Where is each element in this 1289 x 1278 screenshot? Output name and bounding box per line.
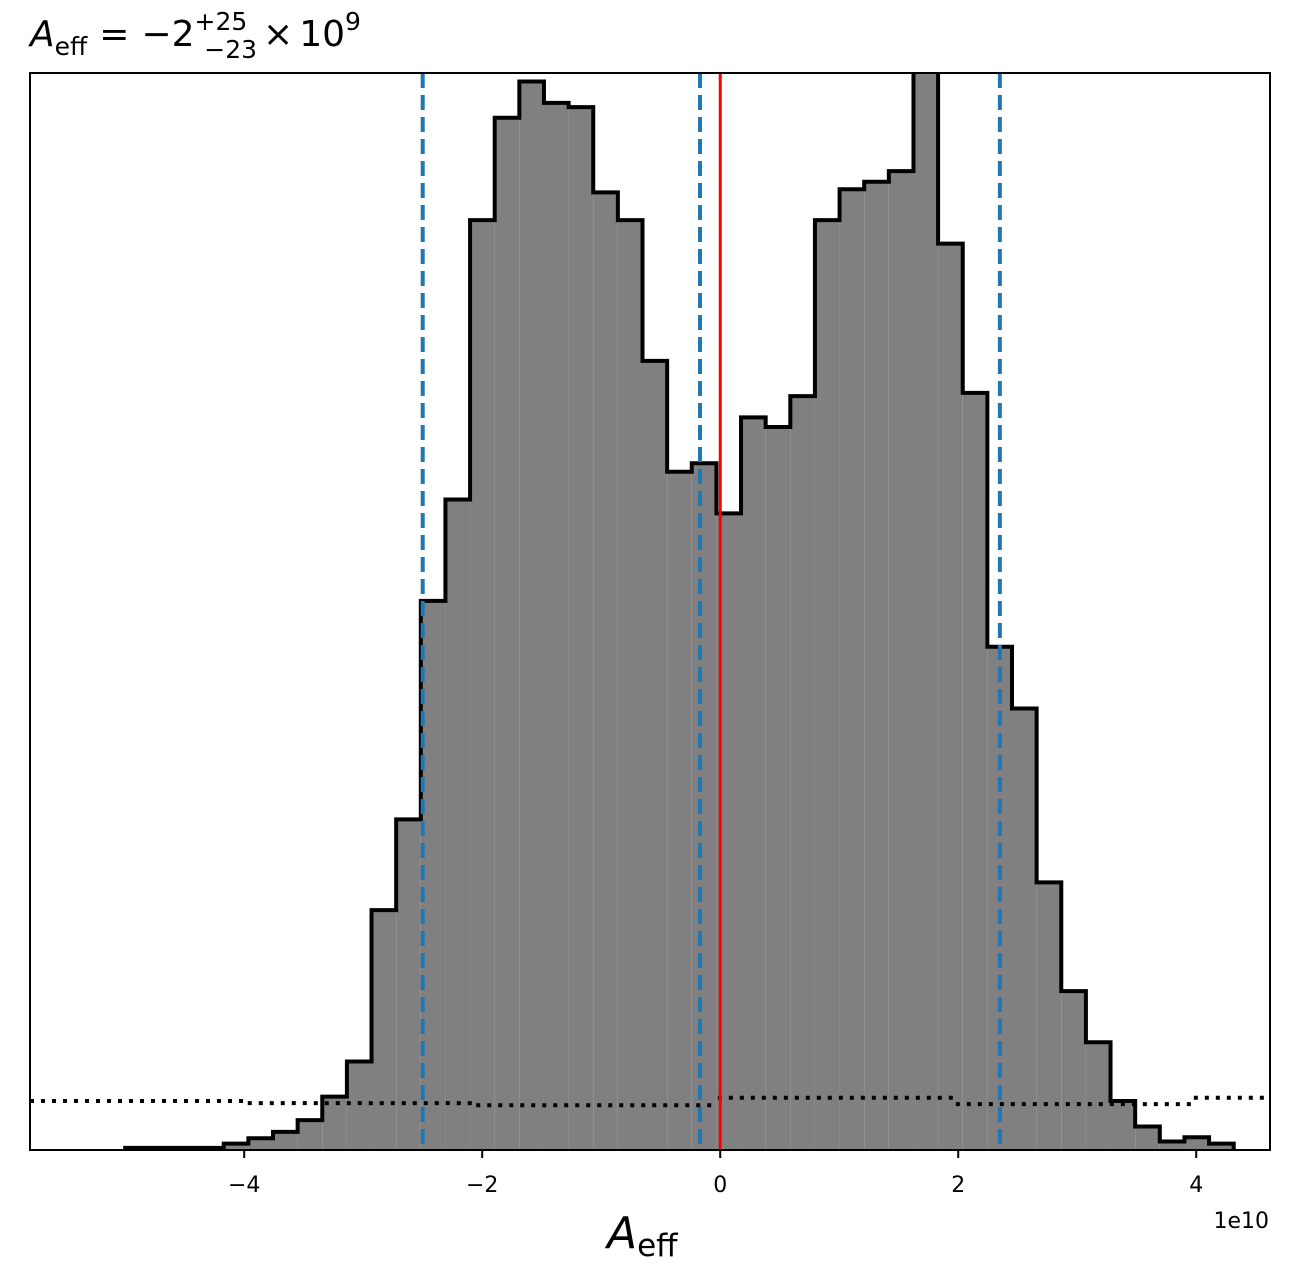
histogram-bar	[741, 417, 766, 1150]
histogram-bar	[938, 243, 963, 1150]
histogram-bar	[1209, 1143, 1234, 1150]
histogram-bar	[420, 600, 446, 1150]
histogram-bar	[814, 220, 840, 1150]
title-value: −2	[141, 14, 194, 55]
x-tick-label: −2	[466, 1173, 498, 1198]
histogram-bar	[371, 910, 397, 1150]
histogram-bar	[1012, 708, 1037, 1150]
x-tick-label: 0	[713, 1173, 727, 1198]
histogram-bar	[667, 471, 692, 1150]
histogram-bar	[297, 1120, 323, 1150]
histogram-bar	[273, 1131, 298, 1150]
title-error-upper: +25	[195, 7, 248, 36]
x-axis-offset-label: 1e10	[1213, 1209, 1269, 1234]
histogram-bar	[1159, 1141, 1185, 1150]
histogram-bar	[839, 189, 865, 1150]
histogram-bar	[248, 1138, 274, 1150]
histogram-bar	[962, 392, 988, 1150]
x-tick-label: 4	[1189, 1173, 1203, 1198]
title-variable: A	[28, 14, 55, 55]
histogram-bar	[765, 427, 791, 1150]
x-axis-label-variable: A	[604, 1208, 637, 1259]
x-tick-label: −4	[228, 1173, 260, 1198]
histogram-bar	[913, 73, 939, 1150]
histogram-bar	[888, 171, 914, 1150]
histogram-outline	[123, 73, 1236, 1150]
histogram-bar	[864, 181, 889, 1150]
histogram-bar	[223, 1143, 249, 1150]
histogram-bar	[617, 220, 643, 1150]
histogram-bar	[519, 81, 544, 1150]
histogram-bar	[470, 220, 495, 1150]
title-base: 10	[299, 14, 345, 55]
histogram-bar	[642, 360, 668, 1150]
title-times: ×	[263, 14, 293, 55]
plot-frame	[29, 72, 1271, 1151]
histogram-bar	[543, 102, 569, 1150]
histogram-bar	[346, 1061, 372, 1150]
histogram-bar	[1061, 991, 1086, 1150]
histogram-bar	[790, 396, 815, 1150]
title-equals: =	[99, 14, 129, 55]
x-axis-label-subscript: eff	[637, 1228, 678, 1264]
title-variable-subscript: eff	[55, 32, 88, 61]
x-axis-label: Aeff	[604, 1208, 678, 1264]
histogram-bar	[445, 499, 471, 1150]
histogram-bar	[494, 117, 520, 1150]
x-tick-label: 2	[951, 1173, 965, 1198]
histogram-bar	[1135, 1126, 1160, 1150]
histogram-bar	[322, 1096, 347, 1150]
plot-layer: −4 −2 0 2 4	[29, 72, 1271, 1198]
title-error-lower: −23	[204, 35, 257, 64]
histogram-bar	[1110, 1100, 1136, 1150]
histogram-bar	[1036, 882, 1062, 1150]
histogram-bar	[396, 819, 421, 1150]
chart-title: Aeff = −2+25 −23 × 109	[28, 7, 361, 64]
histogram-bar	[593, 192, 618, 1150]
histogram-bar	[1085, 1042, 1111, 1150]
histogram-bar	[1184, 1137, 1210, 1150]
title-exponent: 9	[345, 7, 361, 36]
histogram-bar	[568, 107, 594, 1150]
histogram-bar	[691, 463, 717, 1150]
